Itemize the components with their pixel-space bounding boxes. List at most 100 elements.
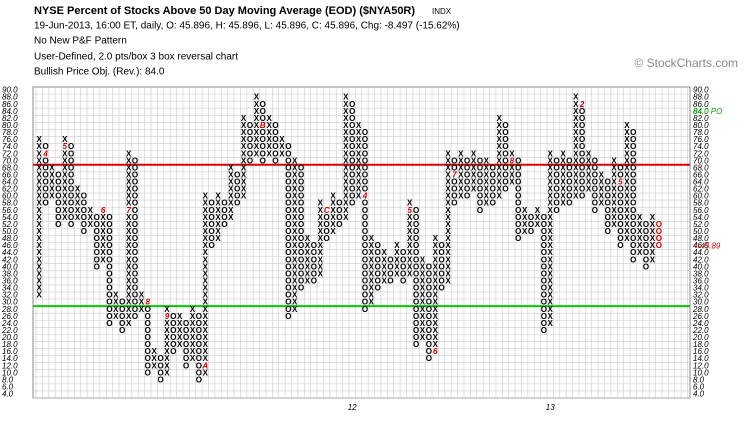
box: X xyxy=(548,291,554,300)
box: O xyxy=(362,227,368,236)
box: X xyxy=(126,199,132,208)
box: O xyxy=(656,234,662,243)
box: X xyxy=(292,241,298,250)
box: O xyxy=(285,142,291,151)
box: O xyxy=(106,241,112,250)
box: O xyxy=(477,178,483,187)
box: O xyxy=(94,255,100,264)
y-tick-label-right: 58.0 xyxy=(693,199,709,208)
box: X xyxy=(433,262,439,271)
box: O xyxy=(55,192,61,201)
box: X xyxy=(496,114,502,123)
box: O xyxy=(106,276,112,285)
box: X xyxy=(241,121,247,130)
box: X xyxy=(445,178,451,187)
box: X xyxy=(203,340,209,349)
y-tick-label-right: 24.0 xyxy=(692,319,709,328)
box: O xyxy=(605,199,611,208)
box: X xyxy=(496,192,502,201)
box: O xyxy=(349,163,355,172)
box: X xyxy=(573,156,579,165)
box: X xyxy=(471,156,477,165)
box: O xyxy=(55,213,61,222)
box: O xyxy=(541,262,547,271)
box: X xyxy=(190,326,196,335)
box: O xyxy=(375,248,381,257)
box: X xyxy=(548,149,554,158)
box: O xyxy=(55,170,61,179)
box: X xyxy=(203,255,209,264)
box: O xyxy=(119,312,125,321)
box: O xyxy=(145,354,151,363)
box: O xyxy=(285,312,291,321)
y-tick-label-right: 12.0 xyxy=(693,361,709,370)
box: O xyxy=(42,170,48,179)
box: X xyxy=(496,156,502,165)
box: O xyxy=(157,361,163,370)
box: O xyxy=(477,199,483,208)
box: X xyxy=(241,156,247,165)
box: X xyxy=(433,269,439,278)
box: X xyxy=(292,192,298,201)
y-tick-label-right: 14.0 xyxy=(693,354,709,363)
box: X xyxy=(394,269,400,278)
box: X xyxy=(126,185,132,194)
month-marker: 2 xyxy=(579,100,585,109)
box: O xyxy=(375,276,381,285)
box: O xyxy=(311,276,317,285)
y-tick-label-right: 90.0 xyxy=(693,86,709,95)
box: X xyxy=(496,135,502,144)
box: O xyxy=(400,269,406,278)
month-marker: 4 xyxy=(362,192,368,201)
box: X xyxy=(611,220,617,229)
box: O xyxy=(502,121,508,130)
watermark: © StockCharts.com xyxy=(634,56,738,70)
box: X xyxy=(241,114,247,123)
box: O xyxy=(464,178,470,187)
box: X xyxy=(496,185,502,194)
box: O xyxy=(515,199,521,208)
box: X xyxy=(266,121,272,130)
box: O xyxy=(349,192,355,201)
box: O xyxy=(209,213,215,222)
box: X xyxy=(650,213,656,222)
box: X xyxy=(484,178,490,187)
box: X xyxy=(611,156,617,165)
box: O xyxy=(617,199,623,208)
box: O xyxy=(106,291,112,300)
box: X xyxy=(471,149,477,158)
box: O xyxy=(298,269,304,278)
box: O xyxy=(81,192,87,201)
box: X xyxy=(330,227,336,236)
box: X xyxy=(126,192,132,201)
y-tick-label-left: 88.0 xyxy=(2,93,18,102)
box: X xyxy=(548,206,554,215)
y-tick-label-left: 12.0 xyxy=(2,361,18,370)
box: O xyxy=(55,206,61,215)
box: O xyxy=(515,185,521,194)
box: X xyxy=(535,220,541,229)
box: O xyxy=(106,312,112,321)
box: O xyxy=(656,241,662,250)
box: X xyxy=(292,156,298,165)
box: X xyxy=(548,241,554,250)
y-tick-label-right: 50.0 xyxy=(693,227,709,236)
box: O xyxy=(515,178,521,187)
box: X xyxy=(305,234,311,243)
box: O xyxy=(209,206,215,215)
box: X xyxy=(241,170,247,179)
box: O xyxy=(413,319,419,328)
box: O xyxy=(42,192,48,201)
box: X xyxy=(611,192,617,201)
box: O xyxy=(298,170,304,179)
box: O xyxy=(349,121,355,130)
box: X xyxy=(279,142,285,151)
box: O xyxy=(272,142,278,151)
box: O xyxy=(298,178,304,187)
